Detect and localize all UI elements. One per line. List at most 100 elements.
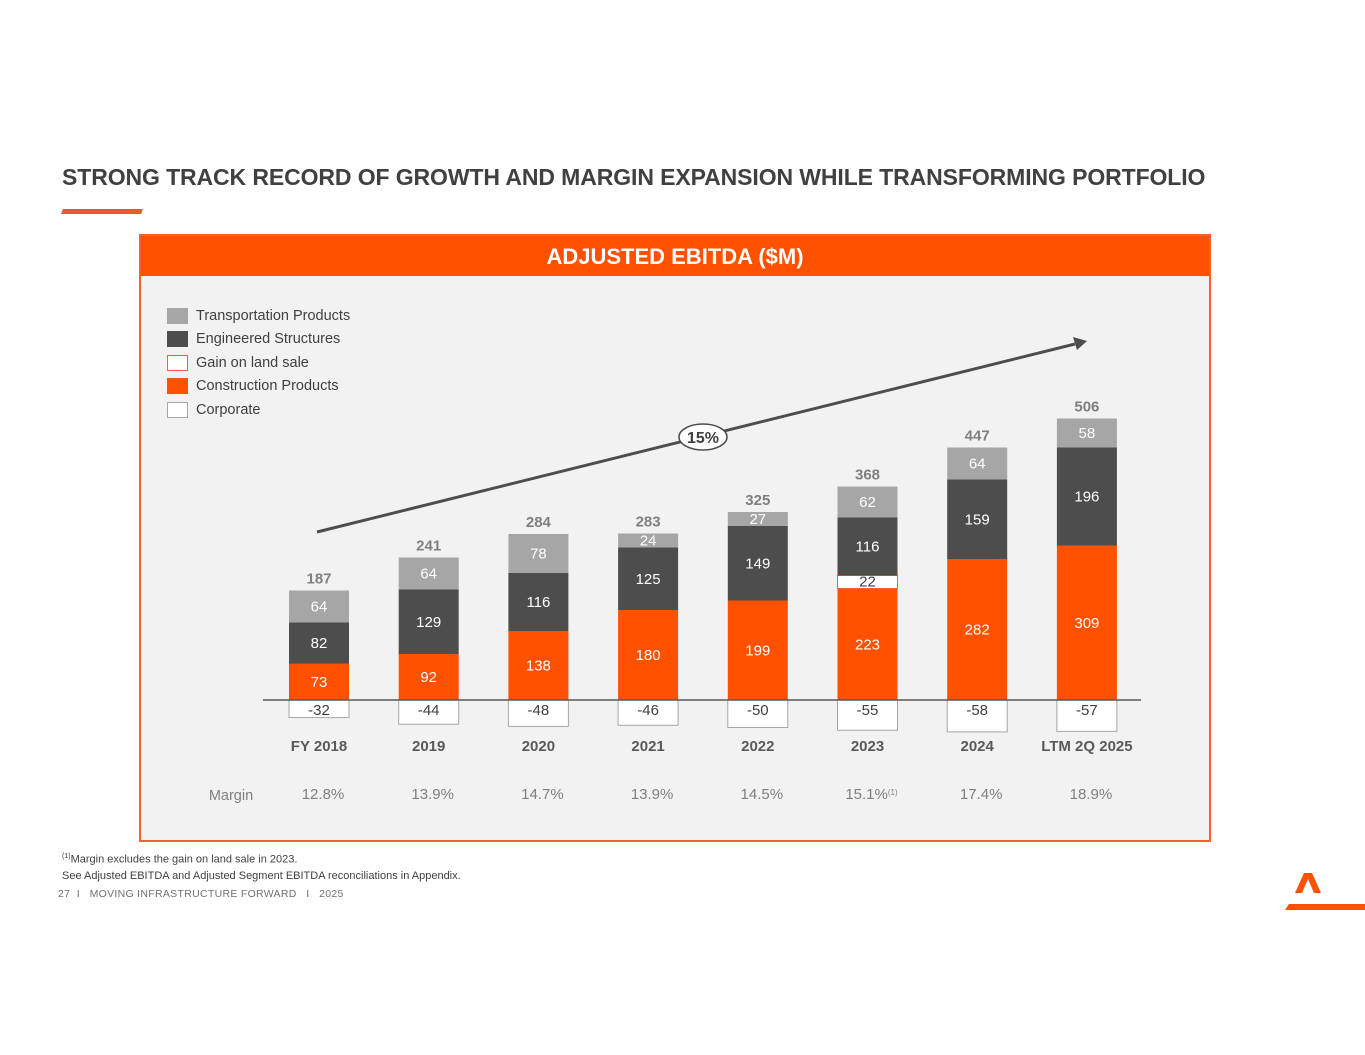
legend-label: Engineered Structures — [196, 331, 341, 348]
bar-transportation-products — [398, 557, 459, 590]
legend-item-construction: Construction Products — [167, 375, 350, 399]
bar-construction-products — [618, 610, 679, 700]
data-label-transportation: 62 — [859, 494, 876, 511]
bar-transportation-products — [837, 486, 898, 518]
legend-label: Corporate — [196, 401, 261, 418]
data-label-total: 368 — [855, 467, 880, 484]
data-label-corporate: -48 — [528, 702, 550, 719]
bar-engineered-structures — [727, 526, 788, 601]
data-label-corporate: -44 — [418, 702, 440, 719]
company-logo-icon — [1285, 873, 1365, 910]
data-label-corporate: -57 — [1076, 702, 1098, 719]
legend-swatch-engineered — [167, 331, 188, 348]
margin-value: 18.9% — [1070, 786, 1113, 803]
bar-construction-products — [1056, 545, 1117, 700]
bar-corporate — [727, 699, 789, 728]
bar-engineered-structures — [947, 479, 1008, 559]
data-label-total: 325 — [745, 492, 770, 509]
data-label-engineered: 159 — [965, 511, 990, 528]
bar-transportation-products — [1056, 418, 1117, 448]
footnote-line-1: (1)Margin excludes the gain on land sale… — [62, 849, 461, 868]
data-label-construction: 180 — [636, 647, 661, 664]
data-label-bg-transportation — [746, 513, 769, 525]
data-label-engineered: 116 — [856, 539, 880, 556]
x-tick-label: 2022 — [741, 738, 774, 755]
data-label-transportation: 27 — [749, 511, 766, 528]
legend-item-engineered: Engineered Structures — [167, 328, 350, 352]
margin-value: 13.9% — [631, 786, 674, 803]
ebitda-chart-panel: ADJUSTED EBITDA ($M) 73 82 64 187 -32 FY 2018… — [139, 234, 1211, 842]
data-label-gain: 22 — [859, 574, 876, 591]
legend-swatch-transportation — [167, 307, 188, 324]
bar-engineered-structures — [1056, 447, 1117, 546]
x-tick-label: FY 2018 — [291, 738, 347, 755]
margin-value: 14.5% — [741, 786, 784, 803]
cagr-label: 15% — [687, 430, 719, 447]
data-label-engineered: 116 — [526, 594, 550, 611]
data-label-engineered: 82 — [311, 635, 328, 652]
margin-value: 14.7% — [521, 786, 564, 803]
bar-construction-products — [727, 600, 788, 700]
data-label-bg-gain — [856, 576, 879, 588]
panel-header: ADJUSTED EBITDA ($M) — [141, 236, 1209, 276]
data-label-engineered: 129 — [416, 614, 441, 631]
data-label-transportation: 24 — [640, 533, 657, 550]
data-label-corporate: -55 — [857, 702, 879, 719]
data-label-bg-transportation — [637, 534, 660, 547]
data-label-corporate: -46 — [637, 702, 659, 719]
data-label-construction: 282 — [965, 622, 990, 639]
bar-construction-products — [837, 588, 898, 700]
data-label-engineered: 196 — [1074, 489, 1099, 506]
bar-engineered-structures — [289, 622, 349, 664]
legend-swatch-gain — [167, 354, 188, 371]
bar-construction-products — [508, 631, 569, 700]
bar-corporate — [507, 699, 569, 727]
legend-swatch-construction — [167, 378, 188, 395]
page-title: STRONG TRACK RECORD OF GROWTH AND MARGIN… — [62, 164, 1206, 190]
page-footer: 27 I MOVING INFRASTRUCTURE FORWARD I 202… — [58, 888, 344, 900]
data-label-transportation: 58 — [1079, 425, 1096, 442]
data-label-transportation: 64 — [969, 456, 986, 473]
data-label-construction: 138 — [526, 658, 551, 675]
data-label-engineered: 125 — [636, 571, 661, 588]
title-accent-bar — [61, 209, 143, 214]
cagr-arrow-head — [1073, 337, 1087, 350]
bar-corporate — [837, 699, 898, 731]
data-label-total: 241 — [416, 538, 441, 555]
margin-value: 15.1%(1) — [845, 786, 898, 803]
margin-value: 12.8% — [302, 786, 345, 803]
data-label-construction: 223 — [855, 636, 880, 653]
margin-value: 13.9% — [411, 786, 454, 803]
margin-row-label: Margin — [209, 788, 253, 804]
ebitda-chart: 73 82 64 187 -32 FY 2018 12.8% 92 129 64 241 -44 201… — [209, 337, 1141, 804]
legend-item-transportation: Transportation Products — [167, 304, 350, 328]
legend-label: Transportation Products — [196, 307, 351, 324]
bar-engineered-structures — [398, 589, 459, 654]
data-label-transportation: 64 — [420, 566, 437, 583]
data-label-transportation: 78 — [530, 546, 547, 563]
data-label-construction: 92 — [420, 669, 437, 686]
bar-transportation-products — [947, 447, 1008, 480]
data-label-construction: 199 — [745, 642, 770, 659]
data-label-engineered: 149 — [745, 555, 770, 572]
data-label-corporate: -50 — [747, 702, 769, 719]
data-label-total: 447 — [965, 428, 990, 445]
data-label-total: 506 — [1074, 399, 1099, 416]
margin-footnote-mark: (1) — [888, 788, 898, 797]
legend-swatch-corporate — [167, 401, 188, 418]
x-tick-label: LTM 2Q 2025 — [1041, 738, 1132, 755]
footnote-mark: (1) — [62, 853, 71, 860]
data-label-construction: 73 — [311, 674, 328, 691]
x-tick-label: 2021 — [631, 738, 664, 755]
data-label-total: 187 — [306, 571, 331, 588]
bar-transportation-products — [508, 534, 569, 573]
legend-label: Gain on land sale — [196, 354, 309, 371]
data-label-corporate: -58 — [966, 702, 988, 719]
data-label-total: 283 — [636, 514, 661, 531]
x-tick-label: 2023 — [851, 738, 884, 755]
bar-corporate — [398, 699, 460, 725]
bar-transportation-products — [289, 590, 349, 623]
legend-item-gain: Gain on land sale — [167, 351, 350, 375]
data-label-total: 284 — [526, 514, 552, 531]
legend-label: Construction Products — [196, 378, 339, 395]
